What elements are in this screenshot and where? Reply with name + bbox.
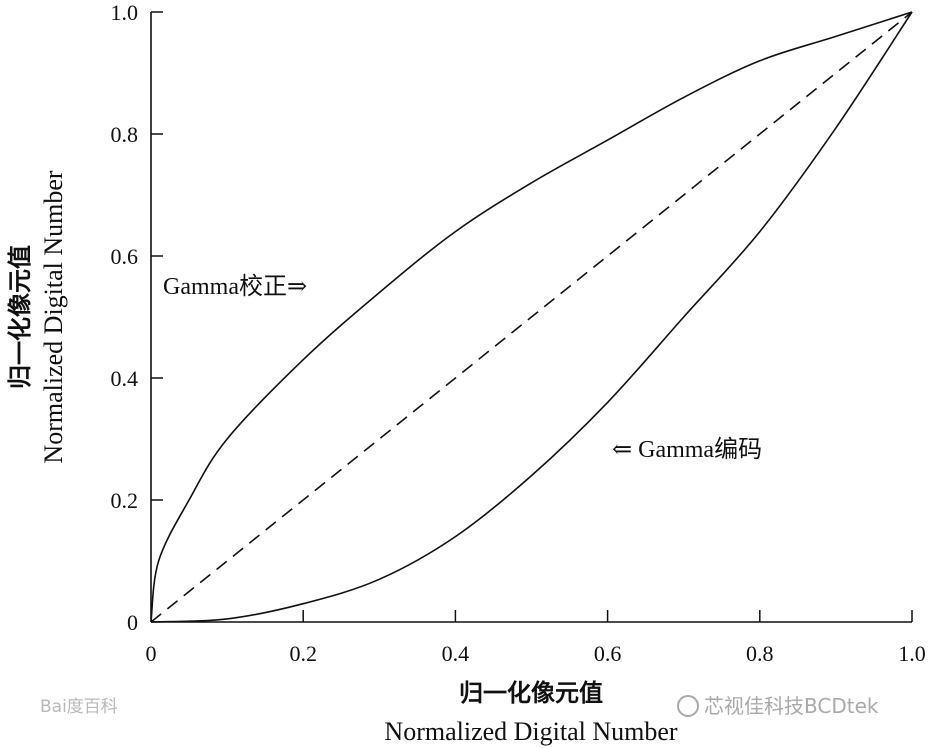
x-tick-label: 1.0 [898,641,926,666]
wechat-watermark-text: 芯视佳科技BCDtek [704,694,879,718]
y-axis-label-en: Normalized Digital Number [39,170,68,463]
y-tick-label: 0.6 [111,244,139,269]
wechat-watermark: 芯视佳科技BCDtek [677,694,879,718]
y-tick-label: 0.8 [111,122,139,147]
baidu-watermark: Bai度百科 [40,697,118,717]
ticks-group: 0 0.2 0.4 0.6 0.8 1.0 0 0.2 0.4 0.6 0.8 1.0 [111,0,926,666]
series-group [150,11,913,623]
gamma-correction-curve [150,11,913,623]
gamma-encoding-annotation: ⇐ Gamma编码 [612,436,762,463]
x-tick-label: 0.6 [594,641,622,666]
x-axis-label-cn: 归一化像元值 [459,679,603,707]
x-tick-label: 0.4 [442,641,470,666]
gamma-correction-annotation: Gamma校正⇒ [163,273,307,300]
y-axis-label-cn: 归一化像元值 [6,245,34,389]
x-tick-label: 0.8 [746,641,774,666]
y-tick-label: 0.4 [111,366,139,391]
x-tick-label: 0.2 [289,641,317,666]
x-tick-label: 0 [146,641,157,666]
y-tick-label: 1.0 [111,0,139,25]
wechat-icon [677,695,699,717]
gamma-encoding-curve [150,11,913,623]
x-axis-label-en: Normalized Digital Number [384,717,677,746]
y-tick-label: 0.2 [111,488,139,513]
y-tick-label: 0 [127,610,138,635]
identity-dashed-line [150,11,913,623]
